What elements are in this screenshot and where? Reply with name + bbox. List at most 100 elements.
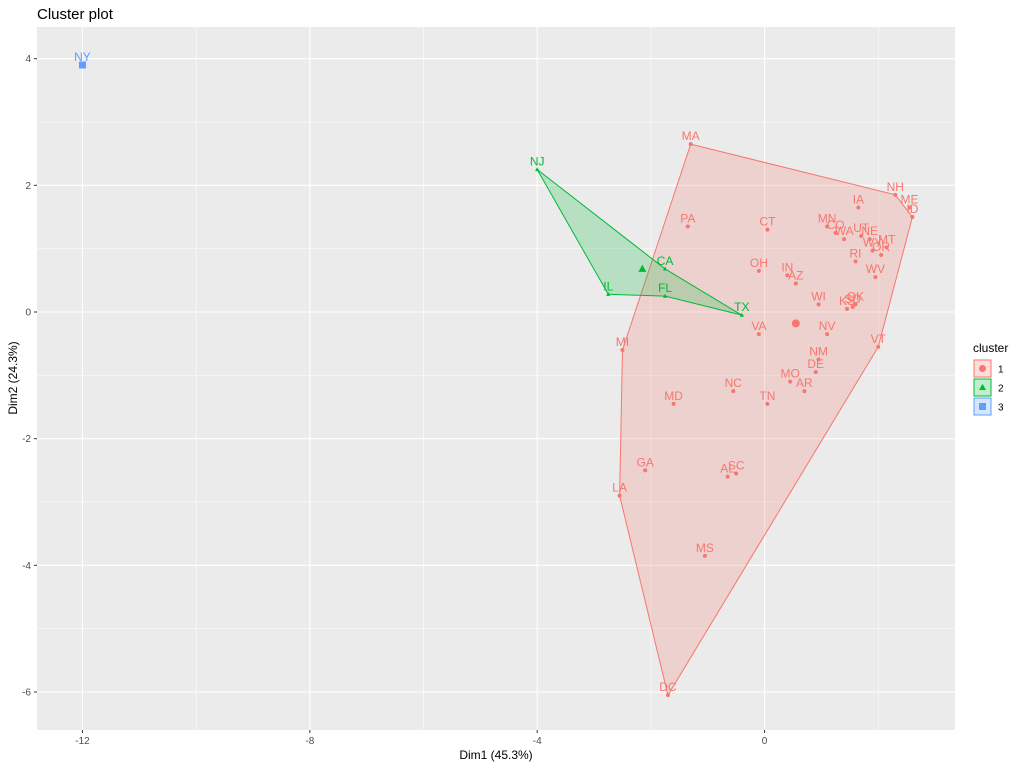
x-tick-label: -8 [305,736,314,747]
point-oh [756,268,761,273]
point-label: DC [659,680,677,694]
point-ne [867,237,872,242]
plot-panel [37,27,955,730]
point-label: VA [751,319,766,333]
point-label: OR [872,240,890,254]
point-label: AZ [788,269,803,283]
point-al [725,474,730,479]
point-ca [662,266,668,271]
point-label: DE [807,357,824,371]
point-label: KS [839,294,855,308]
point-label: SD [844,292,861,306]
point-label: WV [866,262,885,276]
point-ny [78,61,86,69]
point-sc [734,471,739,476]
legend-square-icon [979,403,986,410]
x-axis-title: Dim1 (45.3%) [459,748,532,762]
y-tick-label: -6 [22,688,31,699]
point-id [910,215,915,219]
point-label: WY [863,236,882,250]
point-tx [739,312,745,317]
cluster-1-center [791,319,800,328]
point-va [756,332,761,337]
point-label: FL [658,281,672,295]
point-il [606,291,611,296]
point-vt [876,344,881,349]
point-label: VT [871,332,887,346]
x-tick-label: -12 [75,736,90,747]
point-label: OK [847,289,864,303]
x-tick-label: -4 [533,736,542,747]
point-label: ID [906,202,918,216]
point-label: RI [850,246,862,260]
axis-ticks: -12 -8 -4 0 -6 -4 -2 0 2 4 [22,54,768,747]
point-label: SC [728,459,745,473]
point-label: NC [725,376,743,390]
point-label: MS [696,541,714,555]
data-points [78,61,915,698]
legend-triangle-icon [979,383,986,391]
point-ri [853,259,858,264]
cluster-2-hull [536,169,743,316]
point-nc [731,389,736,394]
point-label: ME [901,193,919,207]
grid-lines [37,27,955,730]
y-tick-label: -4 [22,561,31,572]
point-label: IN [781,260,793,274]
point-label: WA [835,224,854,238]
legend-title: cluster [973,341,1008,355]
point-pa [685,224,690,229]
point-label: MT [878,232,896,246]
point-label: TN [759,389,775,403]
point-nj [535,167,540,172]
legend-circle-icon [979,365,986,372]
point-nm [816,357,821,362]
point-az [793,281,798,286]
point-mt [884,245,889,250]
y-tick-label: 4 [25,54,31,65]
point-ct [765,227,770,232]
point-label: CT [759,215,776,229]
point-ar [802,389,807,394]
point-nh [893,192,898,197]
point-label: WI [811,289,826,303]
point-label: IA [853,193,864,207]
point-or [879,253,884,257]
point-label: OH [750,256,768,270]
point-label: MO [780,367,799,381]
point-ut [859,234,864,238]
point-sd [850,304,855,309]
point-label: NM [809,345,828,359]
point-label: CO [827,218,845,232]
point-label: AR [796,376,813,390]
cluster-1-hull [619,143,913,697]
point-dc [665,693,670,698]
point-label: MN [818,212,837,226]
point-wv [873,275,878,280]
point-ma [688,142,693,147]
point-label: MA [682,129,700,143]
cluster-2-center [638,264,647,272]
point-mo [788,379,793,384]
point-de [813,370,818,375]
point-label: NH [887,180,904,194]
point-label: MI [616,335,629,349]
point-label: LA [612,481,627,495]
point-label: TX [734,300,749,314]
point-ga [643,468,648,473]
point-label: MD [664,389,683,403]
point-mi [620,348,625,352]
point-label: PA [680,212,695,226]
point-la [617,493,622,498]
point-ms [702,553,707,558]
point-label: NY [74,50,91,64]
point-fl [662,293,668,298]
point-wy [870,248,875,253]
point-nv [825,332,830,337]
legend-label: 2 [998,384,1004,395]
point-me [907,205,912,210]
y-tick-label: 2 [25,181,31,192]
point-label: IL [603,279,613,293]
